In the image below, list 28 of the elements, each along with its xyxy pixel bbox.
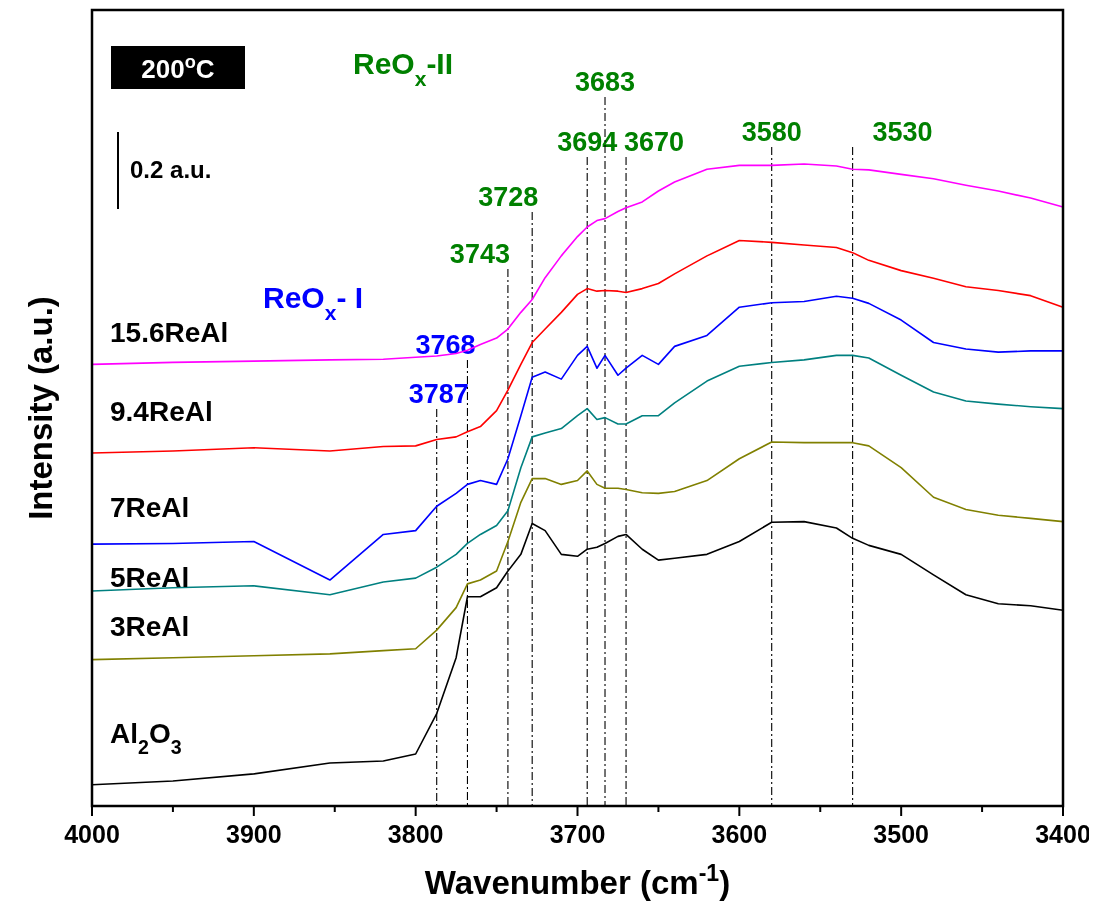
series-label: Al$_{2}$O$_{3}$ — [110, 717, 182, 758]
x-tick-label: 4000 — [64, 820, 120, 848]
ref-line-label: 3787 — [408, 379, 469, 409]
ref-line-label: 3683 — [574, 67, 636, 97]
x-tick-label: 3600 — [711, 820, 768, 848]
x-tick-label: 3400 — [1035, 820, 1091, 848]
ref-line-label: 3580 — [741, 117, 802, 147]
annotation: ReO$_{x}$- I — [263, 281, 364, 324]
y-axis-title: Intensity (a.u.) — [22, 296, 59, 520]
x-tick-label: 3500 — [873, 820, 929, 848]
x-tick-label: 3900 — [226, 820, 282, 848]
x-axis-title: Wavenumber (cm$^{-1}$) — [424, 860, 731, 901]
series-label: 5ReAl — [110, 561, 190, 593]
series-label: 3ReAl — [110, 610, 190, 642]
x-tick-label: 3700 — [549, 820, 606, 848]
series-label: 9.4ReAl — [110, 395, 213, 427]
text: 200$^{o}$C — [141, 52, 215, 84]
annotation: 0.2 a.u. — [130, 156, 212, 183]
ref-line-label: 3728 — [478, 182, 539, 212]
ref-line-label: 3530 — [872, 117, 933, 147]
ref-line-label: 3743 — [449, 239, 510, 269]
text: ReO$_{x}$-II — [353, 47, 454, 90]
x-tick-label: 3800 — [387, 820, 444, 848]
series-label: 15.6ReAl — [110, 317, 229, 349]
ref-line-label: 3670 — [624, 127, 685, 157]
series-label: 7ReAl — [110, 492, 190, 524]
ref-line-label: 3694 — [557, 127, 618, 157]
ref-line-label: 3768 — [415, 330, 476, 360]
